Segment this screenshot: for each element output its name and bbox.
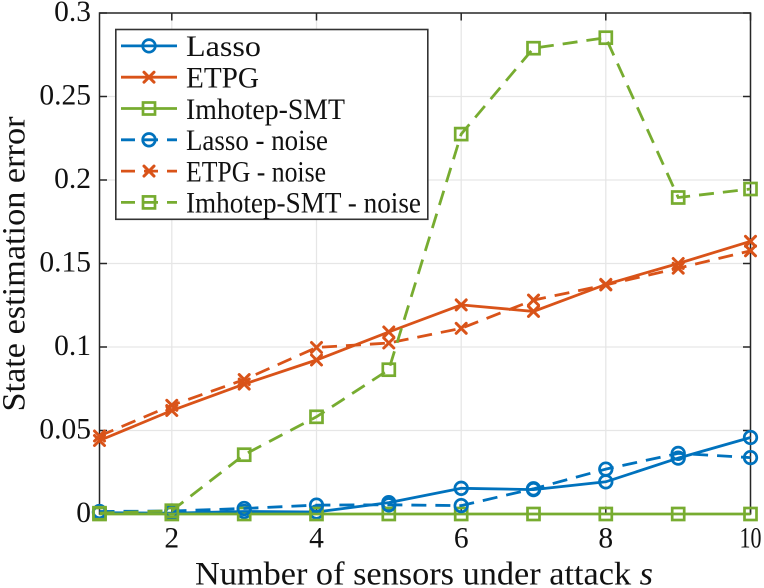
svg-text:0.2: 0.2 — [54, 163, 91, 195]
svg-text:0.3: 0.3 — [54, 0, 91, 28]
svg-text:2: 2 — [164, 523, 179, 555]
svg-text:0: 0 — [76, 497, 91, 529]
svg-text:10: 10 — [740, 523, 762, 555]
svg-text:Lasso: Lasso — [186, 30, 261, 63]
svg-text:State estimation error: State estimation error — [0, 116, 33, 411]
svg-text:Imhotep-SMT: Imhotep-SMT — [186, 93, 345, 126]
svg-text:0.15: 0.15 — [39, 247, 91, 279]
svg-text:ETPG: ETPG — [186, 62, 259, 95]
svg-text:ETPG - noise: ETPG - noise — [186, 155, 326, 188]
svg-text:0.05: 0.05 — [39, 414, 91, 446]
svg-text:0.1: 0.1 — [54, 330, 91, 362]
svg-text:0.25: 0.25 — [39, 80, 91, 112]
svg-text:8: 8 — [598, 523, 613, 555]
svg-text:Number of sensors under attack: Number of sensors under attack s — [195, 557, 653, 588]
svg-text:4: 4 — [309, 523, 324, 555]
svg-text:Lasso - noise: Lasso - noise — [186, 124, 328, 157]
svg-text:Imhotep-SMT - noise: Imhotep-SMT - noise — [186, 187, 421, 220]
svg-text:6: 6 — [454, 523, 469, 555]
